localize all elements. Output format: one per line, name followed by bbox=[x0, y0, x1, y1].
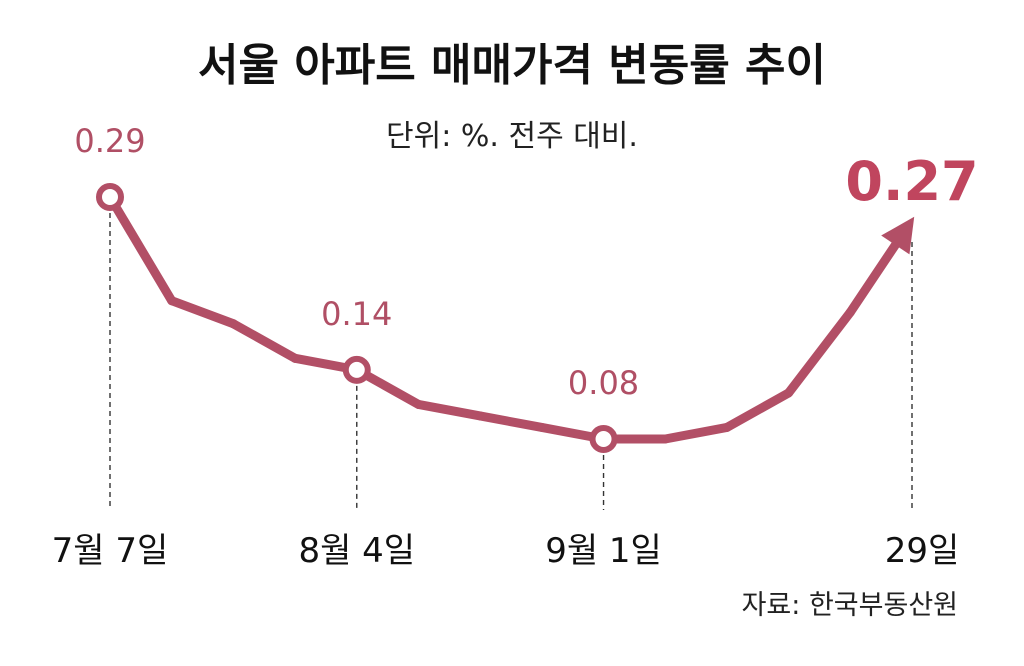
point-marker-1 bbox=[342, 355, 371, 384]
markers bbox=[96, 183, 618, 453]
source-note: 자료: 한국부동산원 bbox=[742, 590, 958, 621]
chart-title: 서울 아파트 매매가격 변동률 추이 bbox=[198, 40, 826, 91]
series-segment-1 bbox=[167, 296, 238, 329]
data-label-0: 0.29 bbox=[74, 122, 145, 160]
series-segment-5 bbox=[413, 399, 485, 421]
series-segment-2 bbox=[228, 319, 300, 363]
x-tick-label-3: 29일 bbox=[885, 531, 960, 571]
series-line-group bbox=[105, 192, 915, 444]
x-tick-label-2: 9월 1일 bbox=[545, 531, 662, 571]
series-segment-6 bbox=[475, 411, 547, 432]
series-segment-11 bbox=[784, 307, 855, 398]
x-tick-label-0: 7월 7일 bbox=[52, 531, 169, 571]
series-segment-9 bbox=[660, 422, 732, 444]
data-labels: 0.29 0.14 0.08 0.27 bbox=[74, 122, 978, 402]
data-label-3: 0.27 bbox=[845, 150, 978, 213]
x-axis-ticks: 7월 7일 8월 4일 9월 1일 29일 bbox=[52, 531, 960, 571]
point-marker-0 bbox=[96, 183, 124, 211]
series-segment-10 bbox=[722, 388, 794, 432]
series-segment-12 bbox=[845, 233, 905, 317]
series-arrowhead bbox=[881, 216, 915, 255]
series-segment-0 bbox=[105, 192, 177, 306]
guide-lines bbox=[109, 213, 913, 510]
data-label-2: 0.08 bbox=[568, 364, 639, 402]
chart-subtitle: 단위: %. 전주 대비. bbox=[386, 119, 638, 154]
data-label-1: 0.14 bbox=[321, 295, 392, 333]
x-tick-label-1: 8월 4일 bbox=[298, 531, 415, 571]
point-marker-2 bbox=[589, 425, 618, 453]
